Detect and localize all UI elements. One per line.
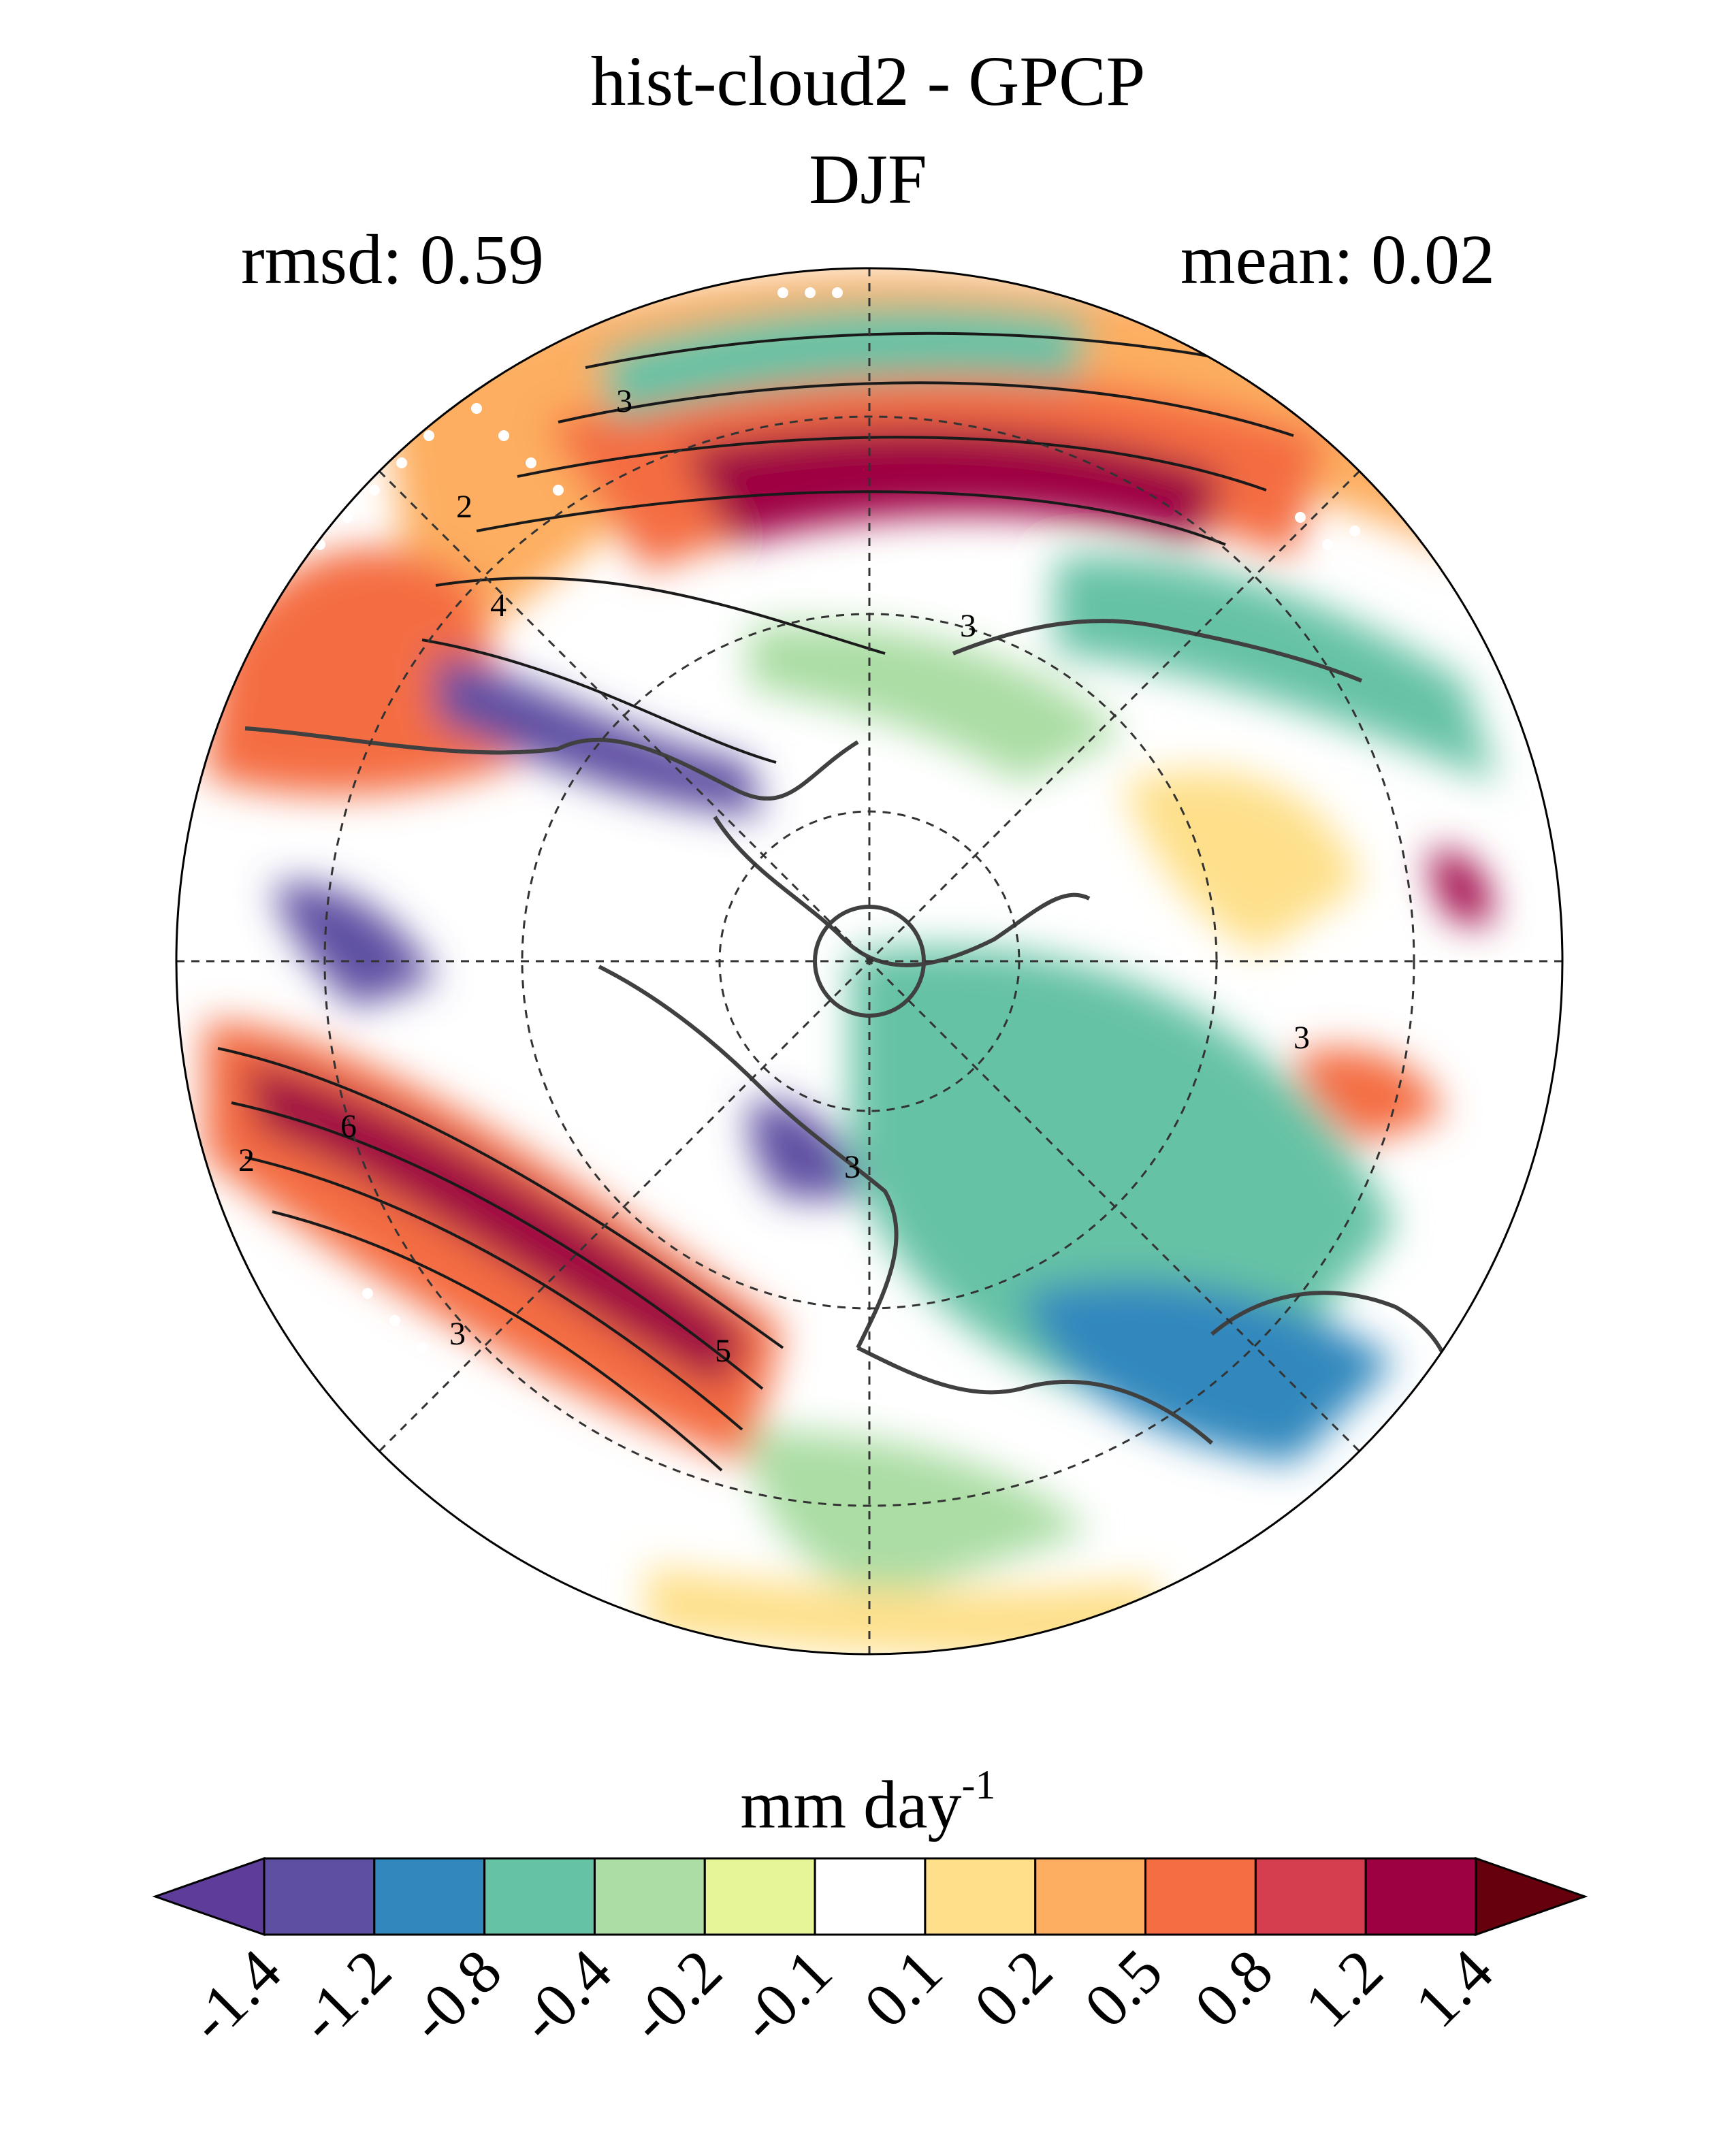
colorbar-bin [924, 1857, 1037, 1936]
colorbar-extend-low [152, 1856, 266, 1937]
colorbar-tick-label: -1.2 [285, 1936, 404, 2055]
contour-label: 3 [844, 1149, 861, 1185]
map-boundary [175, 267, 1564, 1656]
mean-label: mean: 0.02 [1180, 221, 1495, 299]
units-exponent: -1 [961, 1762, 996, 1807]
colorbar-tick-label: 0.8 [1181, 1936, 1285, 2040]
colorbar-bin [1034, 1857, 1147, 1936]
colorbar-bin [703, 1857, 816, 1936]
contour-label: 3 [449, 1316, 466, 1352]
rmsd-label: rmsd: 0.59 [241, 221, 544, 299]
coastlines [244, 619, 1453, 1445]
title-line-1: hist-cloud2 - GPCP [590, 42, 1146, 120]
contour-label: 6 [340, 1108, 357, 1144]
colorbar-bin [1364, 1857, 1477, 1936]
colorbar-extend-high [1475, 1856, 1588, 1937]
colorbar-tick-label: -1.4 [175, 1936, 294, 2055]
colorbar-tick-label: 0.5 [1071, 1936, 1175, 2040]
colorbar-tick-label: 0.2 [961, 1936, 1065, 2040]
colorbar-tick-label: -0.8 [396, 1936, 515, 2055]
significance-stipple [315, 287, 1360, 1435]
contour-label: 3 [616, 383, 632, 419]
colorbar-bin [483, 1857, 596, 1936]
units-main: mm day [740, 1766, 962, 1843]
contour-label: 2 [238, 1142, 255, 1178]
contour-label: 2 [456, 489, 472, 525]
colorbar-units: mm day-1 [0, 1764, 1736, 1839]
precip-anomaly-field [204, 272, 1498, 1654]
colorbar-bin [593, 1857, 706, 1936]
contour-label: 3 [1293, 1020, 1310, 1056]
colorbar-bin [263, 1857, 376, 1936]
colorbar-bin [1254, 1857, 1367, 1936]
title-line-2: DJF [809, 140, 927, 219]
colorbar-bin [373, 1857, 486, 1936]
graticule [176, 268, 1562, 1654]
colorbar-tick-label: -0.2 [615, 1936, 735, 2055]
colorbar-bin [814, 1857, 927, 1936]
contour-label: 3 [960, 608, 976, 644]
colorbar-bin [1144, 1857, 1257, 1936]
contour-label: 4 [490, 587, 507, 624]
contour-label: 5 [715, 1333, 731, 1369]
colorbar-tick-label: 1.4 [1402, 1936, 1506, 2040]
colorbar-tick-label: 1.2 [1291, 1936, 1396, 2040]
polar-map: 3 2 4 3 3 6 2 3 5 3 [175, 267, 1564, 1656]
colorbar-tick-label: -0.1 [726, 1936, 845, 2055]
colorbar-tick-label: -0.4 [505, 1936, 624, 2055]
climatology-contours [217, 332, 1328, 1472]
colorbar-tick-label: 0.1 [851, 1936, 955, 2040]
